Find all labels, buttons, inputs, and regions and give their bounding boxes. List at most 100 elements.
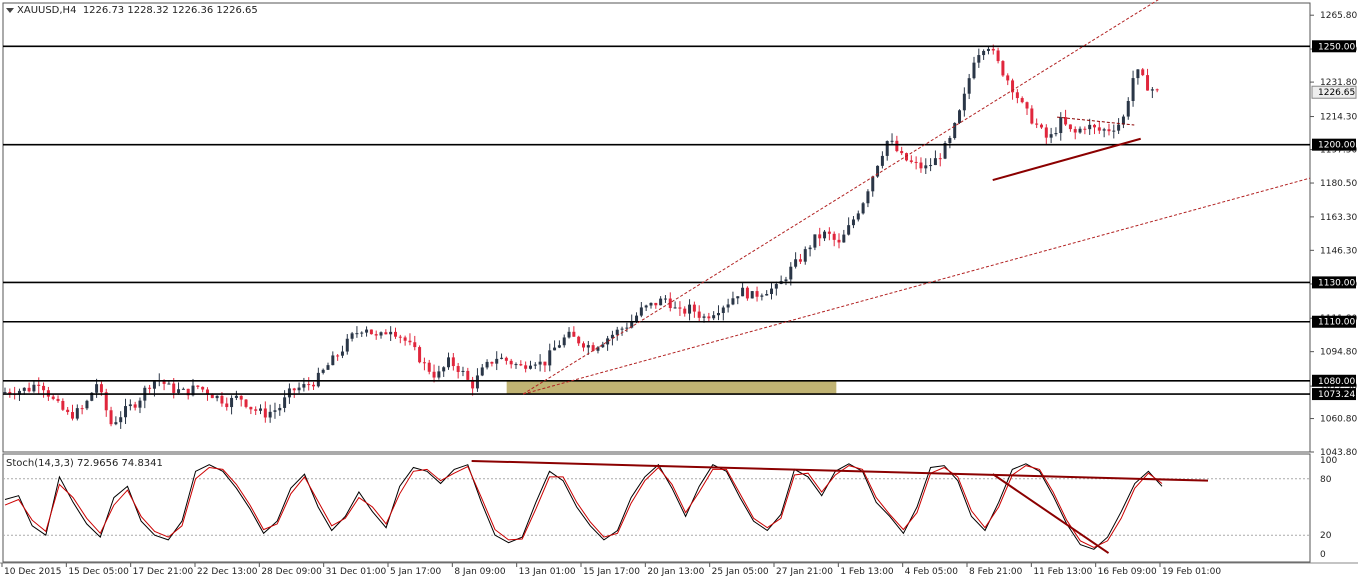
- candle-body: [230, 397, 234, 408]
- candle-body: [582, 343, 585, 348]
- candle-body: [297, 387, 301, 391]
- candle-body: [982, 50, 986, 56]
- x-tick-label: 17 Dec 21:00: [133, 567, 194, 577]
- level-label: 1073.24: [1318, 390, 1355, 400]
- candle-body: [1083, 128, 1087, 130]
- candle-body: [66, 409, 70, 413]
- candle-body: [1093, 124, 1097, 128]
- candle-body: [418, 347, 422, 363]
- dashed-trendline-shallow: [522, 177, 1311, 395]
- candle-body: [413, 342, 417, 348]
- candle-body: [307, 384, 311, 386]
- candle-body: [610, 334, 614, 339]
- candle-body: [962, 93, 966, 111]
- candle-body: [22, 387, 26, 391]
- level-tag: [1312, 276, 1356, 289]
- candle-body: [128, 404, 132, 407]
- candle-body: [422, 362, 426, 364]
- candle-body: [249, 406, 253, 410]
- candle-body: [659, 298, 663, 306]
- candle-body: [408, 340, 412, 343]
- candle-body: [837, 239, 841, 243]
- candle-body: [80, 408, 84, 410]
- candle-body: [220, 395, 224, 404]
- candle-body: [1030, 108, 1034, 124]
- candle-body: [432, 371, 436, 378]
- candle-body: [263, 408, 267, 418]
- candle-body: [765, 293, 769, 296]
- candle-body: [1131, 78, 1135, 102]
- x-tick-label: 10 Dec 2015: [4, 567, 62, 577]
- candle-body: [152, 381, 156, 389]
- candle-body: [644, 305, 648, 308]
- candles-group: [3, 44, 1159, 429]
- candle-body: [1088, 124, 1092, 130]
- candle-body: [871, 176, 875, 192]
- candle-body: [1044, 127, 1048, 138]
- candle-body: [355, 333, 359, 335]
- candle-body: [929, 165, 933, 167]
- candle-body: [668, 298, 672, 309]
- x-tick-label: 15 Jan 17:00: [583, 567, 640, 577]
- candle-body: [302, 384, 306, 388]
- candle-body: [42, 385, 46, 391]
- stoch-tick-label: 0: [1320, 550, 1326, 560]
- candle-body: [133, 404, 137, 408]
- chart-header: XAUUSD,H4 1226.73 1228.32 1226.36 1226.6…: [6, 5, 258, 16]
- candle-body: [683, 308, 687, 314]
- candle-body: [808, 247, 812, 250]
- candle-body: [393, 331, 397, 337]
- candle-body: [977, 55, 981, 63]
- candle-body: [1049, 134, 1053, 138]
- candle-body: [369, 329, 373, 335]
- stoch-header: Stoch(14,3,3) 72.9656 74.8341: [6, 458, 163, 469]
- candle-body: [784, 279, 788, 282]
- candle-body: [90, 392, 94, 401]
- y-tick-label: 1077.30: [1320, 382, 1357, 392]
- y-tick-label: 1231.80: [1320, 78, 1357, 88]
- candle-body: [707, 316, 711, 319]
- candle-body: [1141, 69, 1145, 76]
- x-tick-label: 31 Dec 01:00: [326, 567, 387, 577]
- candle-body: [124, 406, 128, 418]
- candle-body: [553, 347, 557, 351]
- candle-body: [3, 392, 7, 394]
- candle-body: [678, 307, 682, 309]
- level-tag: [1312, 138, 1356, 151]
- candle-body: [85, 400, 89, 409]
- candle-body: [914, 161, 918, 163]
- candle-body: [692, 304, 696, 312]
- candle-body: [1117, 124, 1121, 131]
- candle-body: [688, 304, 692, 314]
- candle-body: [292, 388, 296, 391]
- candle-body: [586, 345, 590, 348]
- candle-body: [504, 357, 508, 361]
- level-tag: [1312, 388, 1356, 401]
- support-trendline: [992, 137, 1141, 182]
- candle-body: [480, 367, 484, 376]
- candle-body: [1078, 128, 1082, 133]
- candle-body: [99, 384, 103, 393]
- candle-body: [919, 162, 923, 169]
- candle-body: [1039, 124, 1043, 128]
- level-label: 1200.00: [1318, 141, 1355, 151]
- level-label: 1250.00: [1318, 42, 1355, 52]
- candle-body: [885, 141, 889, 156]
- x-tick-label: 13 Jan 01:00: [519, 567, 576, 577]
- candle-body: [239, 395, 243, 400]
- chevron-down-icon[interactable]: [6, 7, 14, 13]
- candle-body: [750, 291, 754, 299]
- candle-body: [745, 287, 749, 299]
- candle-body: [1025, 102, 1029, 109]
- candle-body: [663, 298, 667, 300]
- candle-body: [615, 329, 619, 335]
- candle-body: [475, 375, 479, 389]
- candle-body: [620, 328, 624, 330]
- candle-body: [215, 395, 219, 399]
- candle-body: [890, 140, 894, 142]
- candle-body: [972, 62, 976, 79]
- candle-body: [32, 384, 36, 392]
- candle-body: [201, 386, 205, 390]
- candle-body: [770, 288, 774, 294]
